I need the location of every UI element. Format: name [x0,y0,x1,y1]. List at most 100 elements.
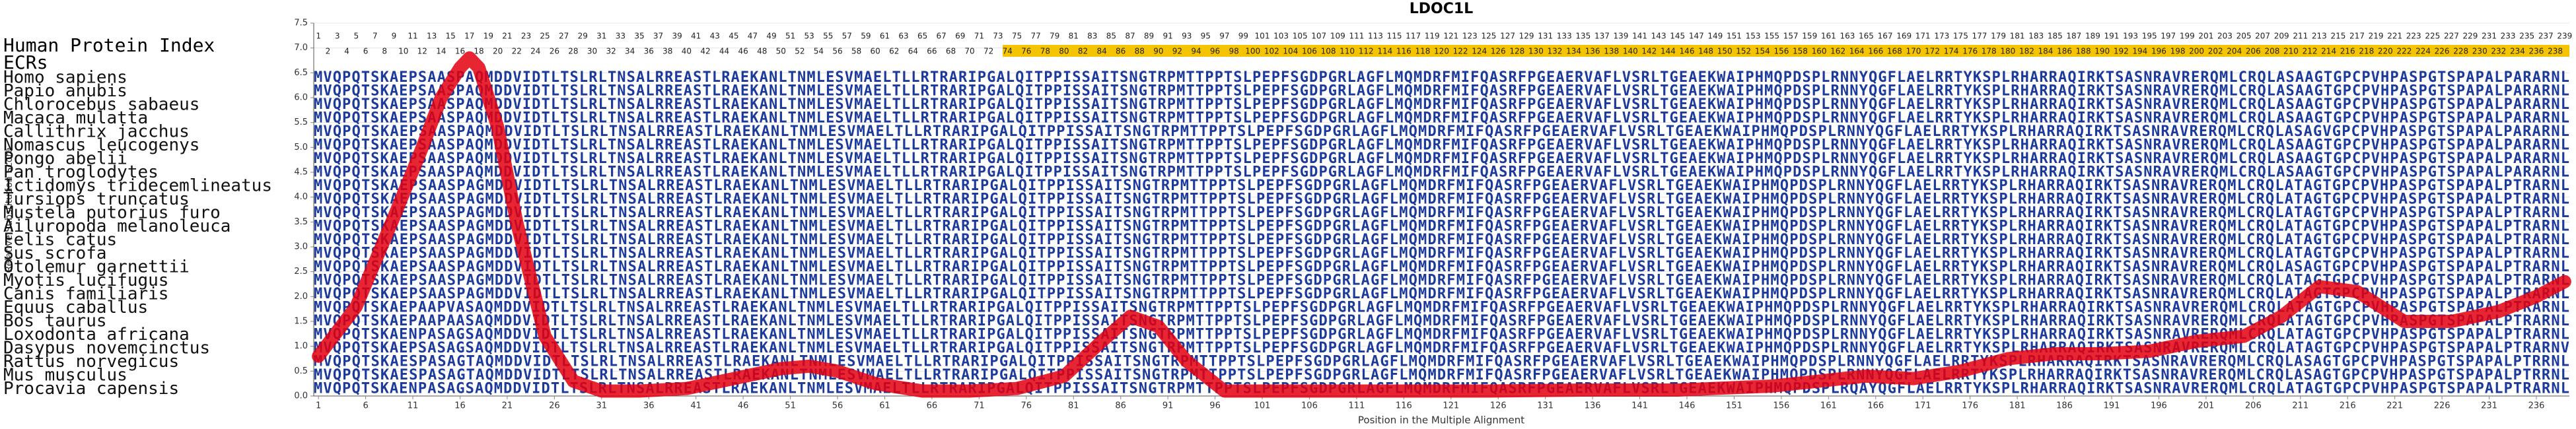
column-number: 78 [1040,47,1050,56]
column-number: 182 [2019,47,2034,56]
column-number: 193 [2123,32,2138,41]
column-number: 154 [1755,47,1770,56]
column-number: 119 [1425,32,1440,41]
column-number: 50 [776,47,786,56]
column-number: 70 [964,47,974,56]
column-number: 222 [2396,47,2412,56]
column-number: 101 [1255,32,1270,41]
column-number: 121 [1443,32,1458,41]
column-number: 82 [1078,47,1088,56]
column-number: 131 [1538,32,1553,41]
x-tick-label: 106 [1301,401,1318,411]
sequence: MVQPQTSKAEPSAASPAQMDDVIDTLTSLRLTNSALRREA… [314,83,2569,100]
column-number: 213 [2312,32,2327,41]
column-number: 20 [493,47,503,56]
column-number: 172 [1925,47,1940,56]
column-number: 212 [2303,47,2318,56]
column-number: 47 [748,32,758,41]
column-number: 141 [1632,32,1647,41]
sequence: MVQPQTSKAEPSAASPAGMDDVIDTLTSLRLTNSALRREA… [314,246,2569,262]
column-number: 31 [596,32,606,41]
column-number: 102 [1264,47,1279,56]
column-number: 165 [1859,32,1874,41]
column-number: 238 [2548,47,2563,56]
column-number: 105 [1293,32,1308,41]
column-number: 120 [1434,47,1449,56]
column-number: 109 [1330,32,1345,41]
sequence: MVQPQTSKAEPSAASPAGMDDVIDTLTSLRLTNSALRREA… [314,191,2569,208]
x-tick-label: 186 [2056,401,2073,411]
column-number: 152 [1736,47,1751,56]
x-tick-label: 166 [1867,401,1884,411]
sequence: MVQPQTSKAESPASAGTAQMDDVIDTLTSLRLTNSALRRE… [314,367,2569,383]
species-label: Procavia capensis [3,379,179,399]
column-number: 204 [2227,47,2242,56]
column-number: 235 [2519,32,2534,41]
column-number: 188 [2076,47,2091,56]
column-number: 113 [1368,32,1383,41]
column-number: 176 [1962,47,1978,56]
species-label: Chlorocebus sabaeus [3,95,199,115]
column-number: 108 [1321,47,1336,56]
x-tick-label: 141 [1631,401,1648,411]
column-number: 33 [616,32,626,41]
column-number: 157 [1783,32,1799,41]
y-tick-label: 5.5 [294,117,308,127]
column-number: 160 [1812,47,1827,56]
x-tick-label: 46 [738,401,749,411]
column-number: 53 [805,32,814,41]
column-number: 24 [530,47,540,56]
column-number: 187 [2066,32,2081,41]
column-number: 34 [625,47,635,56]
column-number: 107 [1311,32,1326,41]
column-number: 175 [1953,32,1968,41]
x-tick-label: 181 [2009,401,2026,411]
row-header: Human Protein Index [3,34,215,56]
species-label: Papio anubis [3,81,127,101]
species-label: Otolemur garnettii [3,257,190,277]
sequence: MVQPQTSKAEPSAASPAQMDDVIDTLTSLRLTNSALRREA… [314,69,2569,86]
column-number: 116 [1396,47,1412,56]
column-number: 63 [898,32,908,41]
column-number: 186 [2057,47,2072,56]
column-number: 125 [1481,32,1496,41]
column-number: 134 [1566,47,1581,56]
column-number: 197 [2161,32,2176,41]
column-number: 135 [1575,32,1591,41]
species-label: Rattus norvegicus [3,352,179,372]
column-number: 210 [2283,47,2299,56]
sequence: MVQPQTSKAESPASAGTAQMDDVIDTLTSLRLTNSALRRE… [314,354,2569,370]
x-tick-label: 196 [2151,401,2167,411]
column-number: 115 [1387,32,1402,41]
x-tick-label: 31 [596,401,608,411]
sequence: MVQPQTSKAEPSAASPAGMDDVIDTLTSLRLTNSALRREA… [314,218,2569,235]
column-number: 74 [1003,47,1013,56]
column-number: 220 [2378,47,2393,56]
column-number: 96 [1210,47,1220,56]
column-number: 64 [908,47,918,56]
column-number: 208 [2264,47,2279,56]
x-tick-label: 161 [1820,401,1837,411]
column-number: 67 [937,32,947,41]
y-tick-label: 5.0 [294,143,308,152]
species-label: Bos taurus [3,312,107,331]
column-number: 79 [1050,32,1059,41]
column-number: 28 [568,47,578,56]
column-number: 87 [1125,32,1135,41]
y-axis-title: Relative Substitution Score [4,147,15,272]
column-number: 169 [1896,32,1912,41]
x-tick-label: 216 [2340,401,2356,411]
column-number: 84 [1096,47,1106,56]
column-number: 72 [984,47,993,56]
column-number: 71 [974,32,984,41]
x-tick-label: 111 [1348,401,1365,411]
sequence: MVQPQTSKAEPAAPVASAQMDDVIDTLTSLRLTNSALRRE… [314,300,2569,316]
column-number: 100 [1245,47,1260,56]
column-number: 88 [1135,47,1145,56]
column-number: 184 [2038,47,2054,56]
column-number: 162 [1830,47,1845,56]
x-tick-label: 61 [879,401,890,411]
x-tick-label: 11 [408,401,419,411]
column-number: 41 [691,32,701,41]
